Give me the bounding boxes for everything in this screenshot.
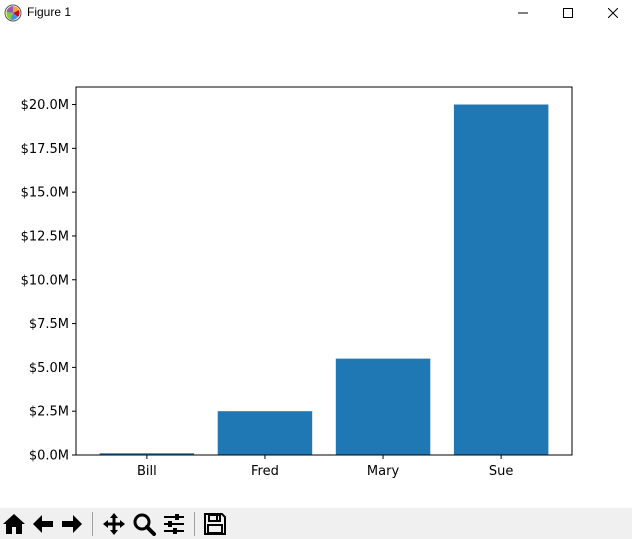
toolbar-separator — [194, 512, 195, 536]
pan-arrows-icon — [103, 513, 125, 535]
zoom-magnifier-icon — [133, 513, 156, 536]
save-button[interactable] — [201, 510, 229, 538]
bar-sue — [453, 104, 549, 456]
y-tick-label: $17.5M — [21, 142, 69, 157]
sliders-icon — [164, 514, 184, 534]
close-icon — [608, 8, 618, 18]
toolbar-separator — [92, 512, 93, 536]
x-tick-label: Mary — [367, 464, 400, 479]
y-tick-label: $7.5M — [29, 317, 69, 332]
y-tick-label: $0.0M — [29, 449, 69, 464]
maximize-button[interactable] — [545, 0, 591, 26]
y-tick-label: $2.5M — [29, 405, 69, 420]
floppy-disk-icon — [204, 513, 226, 535]
back-button[interactable] — [29, 510, 57, 538]
minimize-button[interactable] — [500, 0, 546, 26]
title-bar: Figure 1 — [0, 0, 632, 26]
home-icon — [3, 514, 25, 534]
back-arrow-icon — [33, 515, 53, 533]
x-tick-label: Fred — [251, 464, 279, 479]
figure-canvas[interactable]: $0.0M $2.5M $5.0M $7.5M $10.0M $12.5M $15.0M $1… — [0, 26, 632, 508]
bar-bill — [99, 453, 195, 455]
maximize-icon — [563, 8, 573, 18]
axes-frame — [75, 86, 573, 456]
y-tick-label: $15.0M — [21, 186, 69, 201]
configure-subplots-button[interactable] — [160, 510, 188, 538]
zoom-button[interactable] — [130, 510, 158, 538]
y-tick-label: $20.0M — [21, 98, 69, 113]
close-button[interactable] — [590, 0, 632, 26]
window-title: Figure 1 — [27, 5, 72, 19]
y-tick-label: $12.5M — [21, 229, 69, 244]
x-tick-label: Sue — [489, 464, 514, 479]
bar-chart: $0.0M $2.5M $5.0M $7.5M $10.0M $12.5M $15.0M $1… — [21, 86, 573, 479]
y-tick-label: $5.0M — [29, 361, 69, 376]
x-tick-label: Bill — [137, 464, 157, 479]
bar-mary — [335, 358, 431, 455]
pan-button[interactable] — [100, 510, 128, 538]
forward-button[interactable] — [58, 510, 86, 538]
y-tick-label: $10.0M — [21, 273, 69, 288]
matplotlib-logo-icon — [4, 4, 22, 22]
forward-arrow-icon — [62, 515, 82, 533]
navigation-toolbar — [0, 508, 632, 539]
home-button[interactable] — [0, 510, 28, 538]
minimize-icon — [518, 12, 528, 14]
bar-fred — [217, 411, 313, 455]
